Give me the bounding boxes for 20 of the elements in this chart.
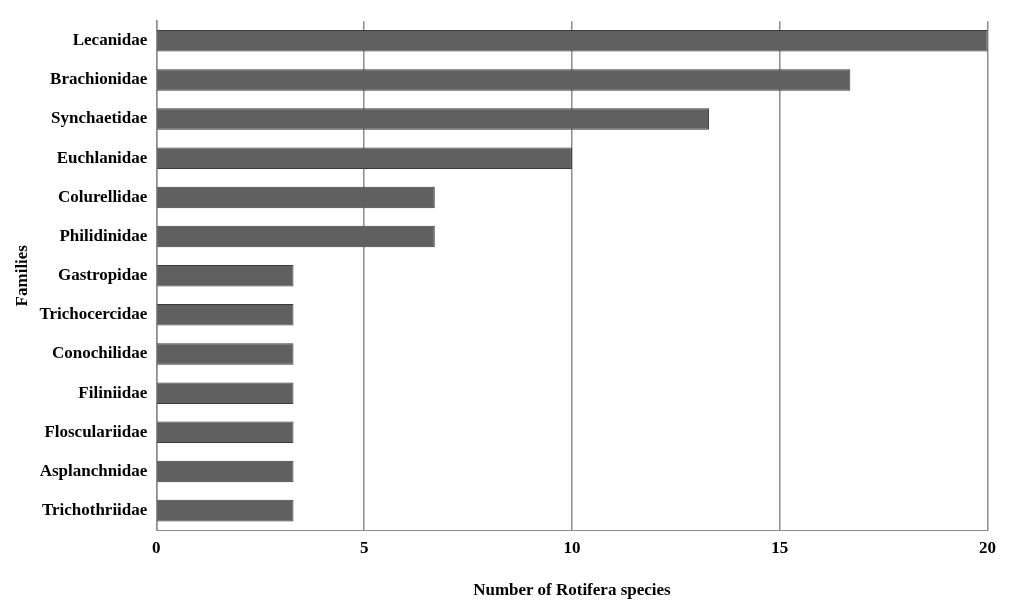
y-tick-label: Filiniidae xyxy=(78,382,148,402)
y-tick-label: Lecanidae xyxy=(72,30,148,50)
y-tick-label: Conochilidae xyxy=(51,343,148,363)
x-tick-label: 15 xyxy=(771,537,789,557)
y-axis-title: Families xyxy=(11,244,31,307)
x-tick-label: 0 xyxy=(152,537,161,557)
y-tick-label: Colurellidae xyxy=(57,186,148,206)
y-tick-label: Euchlanidae xyxy=(56,147,148,167)
x-axis-title: Number of Rotifera species xyxy=(473,580,672,600)
y-tick-label: Gastropidae xyxy=(57,265,148,285)
y-tick-label: Trichothriidae xyxy=(41,500,148,520)
x-tick-label: 5 xyxy=(359,537,369,557)
y-tick-label: Flosculariidae xyxy=(44,421,148,441)
y-tick-label: Trichocercidae xyxy=(39,304,148,324)
y-tick-label: Brachionidae xyxy=(50,69,148,89)
y-tick-label: Philidinidae xyxy=(59,225,148,245)
x-tick-label: 20 xyxy=(979,537,996,557)
y-tick-label: Asplanchnidae xyxy=(39,460,148,480)
x-tick-label: 10 xyxy=(563,537,581,557)
y-tick-label: Synchaetidae xyxy=(51,108,148,128)
